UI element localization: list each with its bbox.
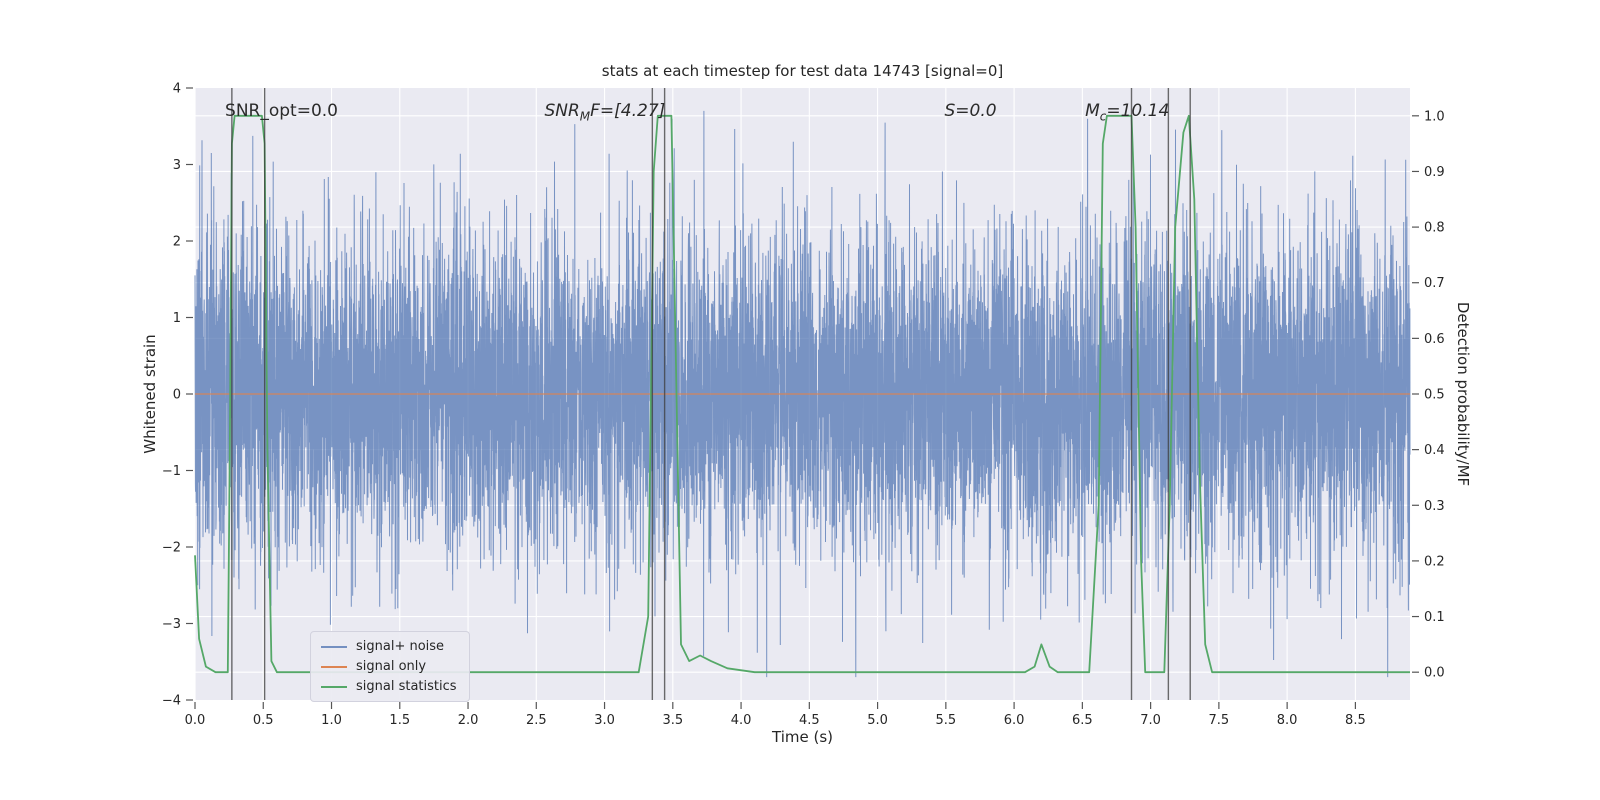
x-tick-label: 2.5 <box>526 713 547 728</box>
y-right-tick-label: 0.5 <box>1424 388 1445 403</box>
x-tick-label: 1.5 <box>389 713 410 728</box>
x-axis-label: Time (s) <box>772 728 833 746</box>
x-tick-label: 8.5 <box>1345 713 1366 728</box>
annotation: Mc=10.14 <box>1085 101 1170 124</box>
y-left-tick-label: 2 <box>173 235 181 250</box>
y-right-tick-label: 0.7 <box>1424 276 1445 291</box>
x-tick-label: 5.0 <box>867 713 888 728</box>
x-tick-label: 3.0 <box>594 713 615 728</box>
legend-swatch-signal-statistics <box>321 685 347 688</box>
x-tick-label: 0.0 <box>185 713 206 728</box>
legend-item-signal-statistics: signal statistics <box>321 679 457 694</box>
x-tick-label: 8.0 <box>1277 713 1298 728</box>
x-tick-label: 5.5 <box>935 713 956 728</box>
x-tick-label: 4.0 <box>731 713 752 728</box>
y-left-tick-label: −4 <box>162 694 181 709</box>
x-tick-label: 2.0 <box>458 713 479 728</box>
y-left-tick-label: −3 <box>162 617 181 632</box>
x-tick-label: 0.5 <box>253 713 274 728</box>
y-left-tick-label: −1 <box>162 464 181 479</box>
legend-label: signal only <box>356 659 427 674</box>
y-left-tick-label: 3 <box>173 158 181 173</box>
x-tick-label: 7.0 <box>1140 713 1161 728</box>
y-left-tick-label: 0 <box>173 388 181 403</box>
y-right-tick-label: 0.4 <box>1424 443 1445 458</box>
legend-label: signal statistics <box>356 679 457 694</box>
annotation: SNRMF=[4.27] <box>544 101 666 124</box>
legend-item-signal-only: signal only <box>321 659 457 674</box>
legend: signal+ noise signal only signal statist… <box>310 631 470 702</box>
chart-title: stats at each timestep for test data 147… <box>601 62 1004 80</box>
legend-swatch-signal-only <box>321 665 347 668</box>
y-left-tick-label: −2 <box>162 541 181 556</box>
y-right-tick-label: 0.2 <box>1424 554 1445 569</box>
x-tick-label: 1.0 <box>321 713 342 728</box>
x-tick-label: 4.5 <box>799 713 820 728</box>
series-signal-noise <box>194 110 1411 678</box>
x-tick-label: 6.5 <box>1072 713 1093 728</box>
y-axis-label-left: Whitened strain <box>141 334 159 454</box>
y-right-tick-label: 0.8 <box>1424 221 1445 236</box>
y-right-tick-label: 0.9 <box>1424 165 1445 180</box>
legend-label: signal+ noise <box>356 639 445 654</box>
x-tick-label: 7.5 <box>1209 713 1230 728</box>
y-left-tick-label: 4 <box>173 82 181 97</box>
y-right-tick-label: 0.1 <box>1424 610 1445 625</box>
y-right-tick-label: 0.6 <box>1424 332 1445 347</box>
y-right-tick-label: 0.0 <box>1424 666 1445 681</box>
y-right-tick-label: 0.3 <box>1424 499 1445 514</box>
legend-item-signal-noise: signal+ noise <box>321 639 457 654</box>
x-tick-label: 6.0 <box>1004 713 1025 728</box>
legend-swatch-signal-noise <box>321 645 347 648</box>
y-axis-label-right: Detection probability/MF <box>1454 301 1472 487</box>
y-right-tick-label: 1.0 <box>1424 109 1445 124</box>
annotation: SNR_opt=0.0 <box>225 101 338 121</box>
y-left-tick-label: 1 <box>173 311 181 326</box>
x-tick-label: 3.5 <box>662 713 683 728</box>
annotation: S=0.0 <box>944 101 997 121</box>
